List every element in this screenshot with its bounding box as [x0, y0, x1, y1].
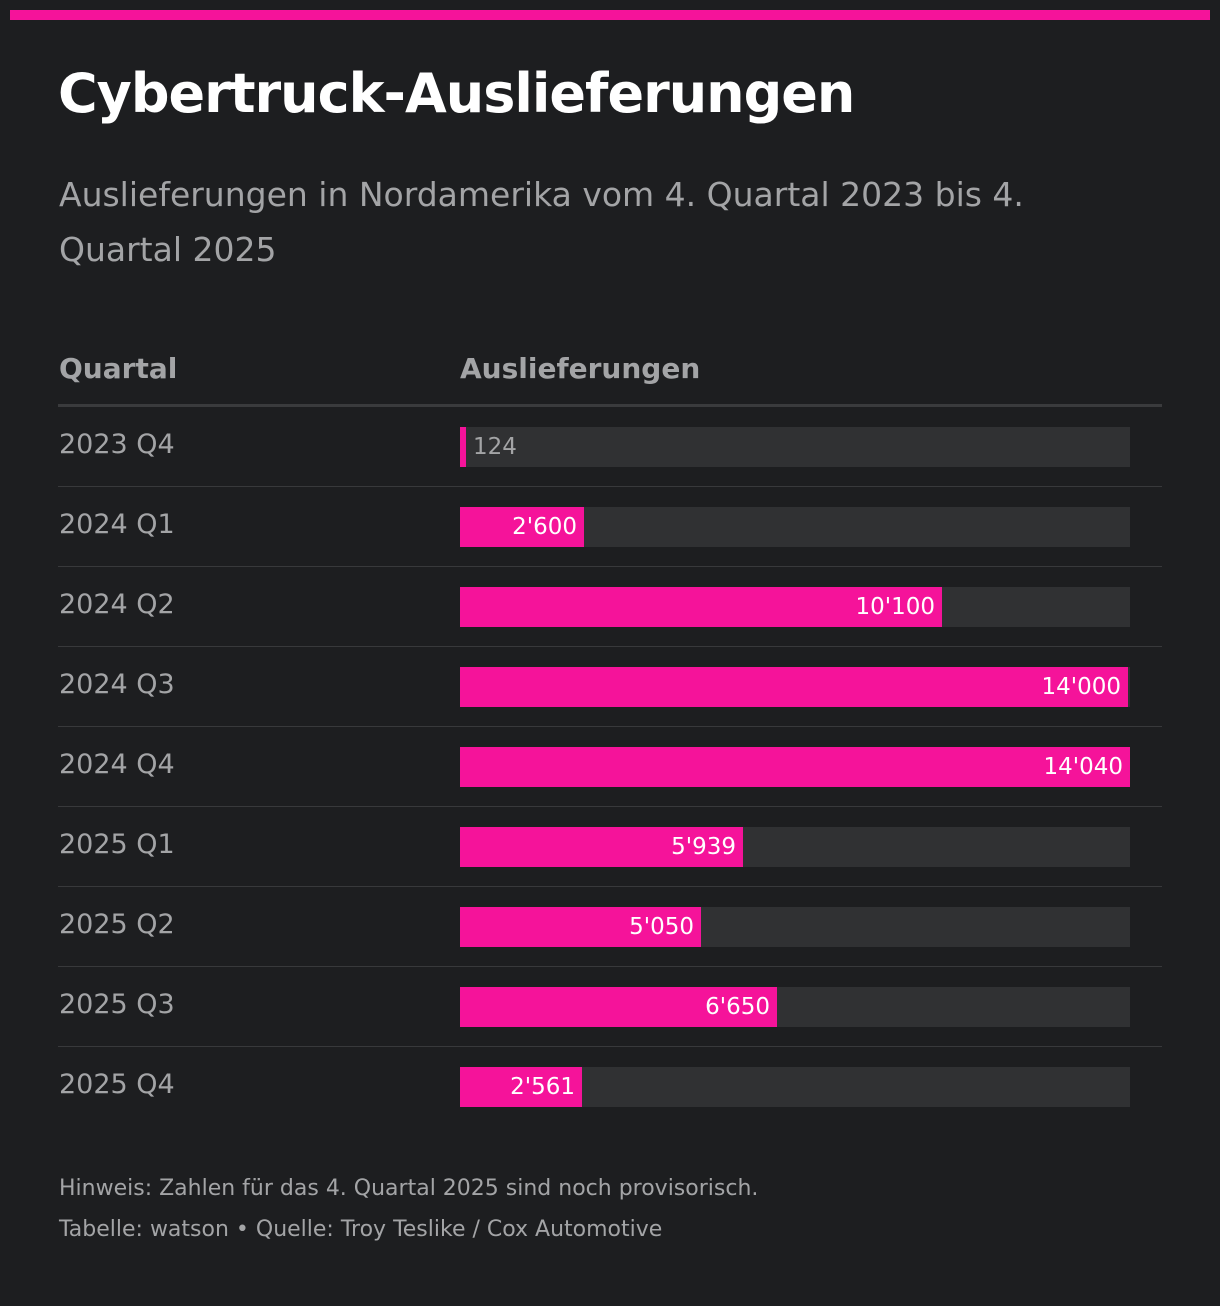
bar [460, 667, 1128, 707]
bar [460, 427, 466, 467]
row-label: 2025 Q1 [59, 829, 175, 860]
row-label: 2025 Q3 [59, 989, 175, 1020]
table-row: 2023 Q4 124 [58, 407, 1162, 487]
bar-value-label: 124 [473, 434, 517, 460]
table-row: 2024 Q4 14'040 [58, 727, 1162, 807]
bar [460, 1067, 582, 1107]
column-header-quartal[interactable]: Quartal [59, 352, 178, 385]
row-label: 2024 Q3 [59, 669, 175, 700]
row-label: 2025 Q4 [59, 1069, 175, 1100]
bar [460, 587, 942, 627]
bar-value-label: 5'939 [671, 834, 736, 860]
table-row: 2025 Q2 5'050 [58, 887, 1162, 967]
bar-track: 10'100 [460, 587, 1130, 627]
bar-value-label: 2'600 [512, 514, 577, 540]
table-body: 2023 Q4 124 2024 Q1 2'600 2024 Q2 10'100 2024 … [58, 407, 1162, 1126]
bar-value-label: 14'000 [1041, 674, 1122, 700]
bar-track: 124 [460, 427, 1130, 467]
row-label: 2024 Q1 [59, 509, 175, 540]
bar-value-label: 5'050 [629, 914, 694, 940]
chart-subtitle: Auslieferungen in Nordamerika vom 4. Qua… [59, 175, 1024, 269]
bar [460, 827, 743, 867]
chart-title: Cybertruck-Auslieferungen [58, 62, 855, 125]
table-row: 2024 Q2 10'100 [58, 567, 1162, 647]
bar-value-label: 14'040 [1043, 754, 1124, 780]
bar [460, 907, 701, 947]
bar-track: 2'600 [460, 507, 1130, 547]
bar-value-label: 10'100 [855, 594, 936, 620]
bar [460, 987, 777, 1027]
bar-track: 5'939 [460, 827, 1130, 867]
table-row: 2025 Q4 2'561 [58, 1047, 1162, 1126]
table-row: 2024 Q3 14'000 [58, 647, 1162, 727]
row-label: 2024 Q4 [59, 749, 175, 780]
table-row: 2024 Q1 2'600 [58, 487, 1162, 567]
table-row: 2025 Q3 6'650 [58, 967, 1162, 1047]
bar-track: 2'561 [460, 1067, 1130, 1107]
bar-track: 14'000 [460, 667, 1130, 707]
table-header: Quartal Auslieferungen [58, 340, 1162, 407]
bar-track: 5'050 [460, 907, 1130, 947]
row-label: 2024 Q2 [59, 589, 175, 620]
deliveries-table: Quartal Auslieferungen 2023 Q4 124 2024 Q1… [58, 340, 1162, 1126]
column-header-auslieferungen[interactable]: Auslieferungen [460, 352, 701, 385]
footnote: Hinweis: Zahlen für das 4. Quartal 2025 … [59, 1176, 759, 1201]
accent-top-bar [10, 10, 1210, 20]
bar-track: 14'040 [460, 747, 1130, 787]
source-credit: Tabelle: watson • Quelle: Troy Teslike /… [59, 1217, 663, 1242]
table-row: 2025 Q1 5'939 [58, 807, 1162, 887]
bar-track: 6'650 [460, 987, 1130, 1027]
bar [460, 747, 1130, 787]
row-label: 2025 Q2 [59, 909, 175, 940]
row-label: 2023 Q4 [59, 429, 175, 460]
bar [460, 507, 584, 547]
bar-value-label: 2'561 [510, 1074, 575, 1100]
bar-value-label: 6'650 [705, 994, 770, 1020]
